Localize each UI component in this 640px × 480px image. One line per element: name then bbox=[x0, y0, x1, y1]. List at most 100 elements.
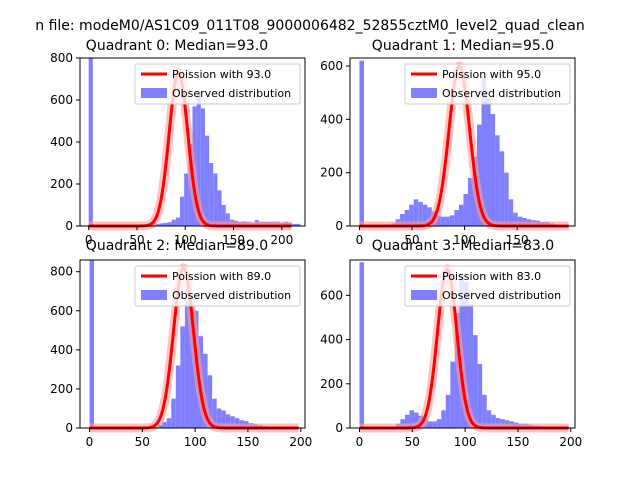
x-tick-label: 50 bbox=[135, 435, 150, 449]
histogram-bar bbox=[200, 108, 205, 226]
histogram-bar bbox=[180, 196, 185, 226]
quadrant-3-axes: 0 50 100 150 200 0 200 400 600 bbox=[320, 259, 582, 449]
legend-label-observed: Observed distribution bbox=[442, 289, 561, 302]
histogram-bar bbox=[490, 114, 496, 226]
legend-box bbox=[134, 265, 301, 307]
histogram-bar bbox=[225, 414, 231, 428]
histogram-bar bbox=[166, 418, 172, 428]
histogram-bar bbox=[359, 262, 365, 428]
y-tick-label: 600 bbox=[320, 288, 343, 302]
y-tick-label: 400 bbox=[320, 112, 343, 126]
y-tick-label: 400 bbox=[50, 135, 73, 149]
quadrant-0-panel: Quadrant 0: Median=93.0 0 50 100 150 200 0 200… bbox=[50, 38, 306, 247]
histogram-bar bbox=[184, 291, 190, 428]
histogram-bar bbox=[445, 394, 451, 428]
y-tick-label: 200 bbox=[320, 377, 343, 391]
axes-frame bbox=[349, 57, 576, 227]
quadrant-1-title: Quadrant 1: Median=95.0 bbox=[372, 38, 554, 54]
histogram-bar bbox=[409, 410, 415, 428]
histogram-bar bbox=[404, 210, 410, 226]
quadrant-0-axes: 0 50 100 150 200 0 200 400 600 800 bbox=[50, 51, 306, 247]
x-tick-label: 100 bbox=[174, 233, 197, 247]
histogram-bar bbox=[486, 98, 491, 226]
histogram-bar bbox=[203, 353, 208, 428]
quadrant-2-legend: Poission with 89.0 Observed distribution bbox=[134, 265, 301, 307]
histogram-bar bbox=[209, 163, 214, 226]
x-tick-label: 0 bbox=[356, 233, 364, 247]
histogram-bar bbox=[234, 418, 240, 428]
histogram-bar bbox=[213, 173, 218, 226]
axes-frame bbox=[349, 259, 576, 429]
y-tick-label: 0 bbox=[335, 421, 343, 435]
x-tick-label: 200 bbox=[289, 435, 312, 449]
y-tick-label: 400 bbox=[320, 333, 343, 347]
y-tick-label: 400 bbox=[50, 343, 73, 357]
y-tick-label: 0 bbox=[65, 219, 73, 233]
y-tick-label: 800 bbox=[50, 51, 73, 65]
histogram-bar bbox=[196, 91, 201, 226]
histogram-bar bbox=[463, 194, 468, 226]
x-tick-label: 100 bbox=[453, 233, 476, 247]
histogram-bar bbox=[217, 190, 222, 226]
histogram-bar bbox=[467, 178, 473, 226]
quadrant-2-title: Quadrant 2: Median=89.0 bbox=[86, 238, 268, 254]
y-tick-label: 600 bbox=[50, 304, 73, 318]
histogram-bar bbox=[486, 410, 492, 428]
histogram-bar bbox=[445, 216, 450, 226]
histogram-bar bbox=[436, 419, 442, 428]
histogram-bar bbox=[427, 421, 433, 428]
x-tick-label: 50 bbox=[405, 435, 420, 449]
histogram-bar bbox=[458, 204, 464, 226]
x-tick-label: 100 bbox=[454, 435, 477, 449]
histogram-bar bbox=[296, 223, 301, 226]
histogram-bar bbox=[180, 326, 185, 428]
histogram-bar bbox=[207, 375, 213, 428]
figure-suptitle: n file: modeM0/AS1C09_011T08_9000006482_… bbox=[35, 18, 584, 34]
histogram-bar bbox=[175, 365, 181, 428]
histogram-bar bbox=[414, 412, 419, 428]
x-tick-label: 100 bbox=[184, 435, 207, 449]
histogram-bar bbox=[88, 58, 93, 226]
legend-hist-swatch bbox=[411, 290, 437, 300]
histogram-bar bbox=[477, 363, 483, 428]
quadrant-3-legend: Poission with 83.0 Observed distribution bbox=[404, 265, 571, 307]
quadrant-2-panel: Quadrant 2: Median=89.0 0 50 100 150 200 0 200… bbox=[50, 238, 312, 449]
axes-frame bbox=[79, 259, 306, 429]
histogram-bar bbox=[517, 216, 523, 226]
histogram-bar bbox=[422, 204, 428, 226]
legend-label-observed: Observed distribution bbox=[172, 87, 291, 100]
histogram-bar bbox=[449, 215, 455, 226]
histogram-bar bbox=[436, 215, 441, 226]
histogram-bar bbox=[292, 223, 297, 226]
legend-label-poisson: Poission with 83.0 bbox=[442, 270, 541, 283]
legend-box bbox=[404, 63, 571, 105]
histogram-bar bbox=[504, 172, 509, 226]
legend-label-poisson: Poission with 89.0 bbox=[172, 270, 271, 283]
histogram-bar bbox=[495, 418, 501, 428]
histogram-bar bbox=[216, 408, 222, 428]
histogram-bar bbox=[418, 202, 423, 226]
histogram-bar bbox=[491, 414, 496, 428]
x-tick-label: 50 bbox=[404, 233, 419, 247]
histogram-bar bbox=[432, 421, 437, 428]
y-tick-label: 0 bbox=[335, 219, 343, 233]
histogram-bar bbox=[400, 214, 405, 226]
histogram-bar bbox=[171, 398, 176, 428]
histogram-bar bbox=[468, 304, 474, 428]
x-tick-label: 200 bbox=[559, 435, 582, 449]
quadrant-0-title: Quadrant 0: Median=93.0 bbox=[86, 38, 268, 54]
histogram-bar bbox=[230, 416, 235, 428]
y-tick-label: 200 bbox=[50, 382, 73, 396]
histogram-bar bbox=[481, 76, 487, 226]
legend-hist-swatch bbox=[411, 88, 437, 98]
legend-label-poisson: Poission with 95.0 bbox=[442, 68, 541, 81]
x-tick-label: 150 bbox=[222, 233, 245, 247]
quadrant-3-panel: Quadrant 3: Median=83.0 0 50 100 150 200 0 200… bbox=[320, 238, 582, 449]
quadrant-2-axes: 0 50 100 150 200 0 200 400 600 800 bbox=[50, 259, 312, 449]
histogram-bar bbox=[409, 204, 414, 226]
histogram-bar bbox=[171, 219, 176, 226]
histogram-bar bbox=[162, 422, 167, 428]
histogram-bar bbox=[463, 282, 469, 428]
histogram-bar bbox=[495, 135, 500, 226]
